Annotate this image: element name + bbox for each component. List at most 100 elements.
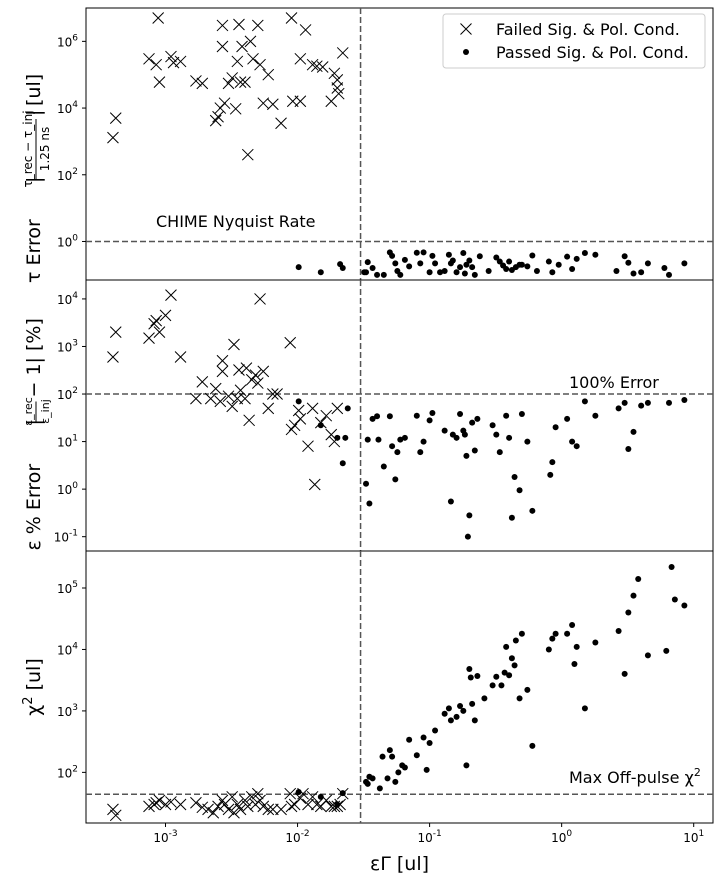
passed-point [401, 764, 408, 771]
passed-point [295, 264, 302, 271]
passed-point [406, 736, 413, 743]
passed-point [592, 639, 599, 646]
passed-point [364, 259, 371, 266]
passed-point [406, 263, 413, 270]
passed-point [665, 271, 672, 278]
failed-point [320, 409, 333, 422]
svg-text:ε % Error: ε % Error [23, 464, 45, 551]
passed-point [615, 627, 622, 634]
passed-point [508, 655, 515, 662]
failed-point [332, 87, 345, 100]
passed-point [420, 438, 427, 445]
passed-point [364, 436, 371, 443]
passed-point [389, 252, 396, 259]
passed-point [413, 412, 420, 419]
passed-point [466, 257, 473, 264]
passed-point [417, 260, 424, 267]
failed-point [222, 77, 235, 90]
passed-point [397, 436, 404, 443]
svg-text:[ul]: [ul] [23, 74, 45, 106]
failed-point [241, 148, 254, 161]
y-tick-label: 103 [57, 338, 78, 354]
failed-point [310, 798, 323, 811]
passed-point [363, 480, 370, 487]
passed-point [681, 396, 688, 403]
failed-point [266, 388, 279, 400]
passed-point [498, 682, 505, 689]
y-tick-label: 101 [57, 434, 78, 450]
x-tick-label: 100 [551, 829, 572, 845]
passed-point [564, 415, 571, 422]
passed-point [426, 740, 433, 747]
failed-point [159, 309, 172, 322]
failed-point [308, 478, 321, 491]
failed-point [234, 76, 247, 88]
passed-point [476, 253, 483, 260]
failed-point [243, 414, 256, 427]
passed-point [671, 596, 678, 603]
passed-point [503, 643, 510, 650]
panel-2: 10-1 100 101 102 103 104 100% Error ε % Error |ε… [22, 279, 714, 552]
passed-point [661, 265, 668, 272]
failed-point [254, 58, 266, 71]
passed-point [533, 268, 540, 275]
failed-point [254, 794, 266, 807]
passed-point [621, 253, 628, 260]
failed-point [109, 809, 122, 822]
failed-point [107, 803, 119, 816]
failed-point [236, 40, 248, 53]
failed-point [150, 314, 163, 327]
passed-point [621, 670, 628, 677]
failed-point [271, 388, 283, 400]
failed-point [214, 395, 227, 408]
passed-point [493, 673, 500, 680]
passed-point [317, 793, 324, 800]
failed-point [257, 365, 270, 378]
passed-point [392, 778, 399, 785]
passed-point [389, 753, 396, 760]
passed-point [474, 672, 481, 679]
passed-point [592, 412, 599, 419]
passed-point [379, 753, 386, 760]
passed-point [369, 265, 376, 272]
passed-point [376, 785, 383, 792]
failed-point [262, 803, 275, 816]
y-tick-label: 104 [57, 100, 78, 116]
passed-point [573, 255, 580, 262]
passed-point [681, 602, 688, 609]
failed-point [226, 400, 239, 413]
passed-point [342, 434, 349, 441]
x-tick-label: 10-1 [417, 829, 441, 845]
failed-point [190, 392, 202, 405]
passed-point [445, 251, 452, 258]
passed-point [638, 269, 645, 276]
passed-point [549, 635, 556, 642]
passed-point [426, 417, 433, 424]
passed-point [463, 261, 470, 268]
passed-point [386, 413, 393, 420]
failed-point [222, 803, 235, 816]
failed-point [196, 376, 209, 388]
passed-point [432, 260, 439, 267]
threshold-label: Max Off-pulse χ2 [569, 766, 701, 787]
failed-point [143, 52, 155, 65]
passed-point [506, 672, 513, 679]
svg-text:τ Error: τ Error [23, 219, 45, 283]
passed-point [413, 249, 420, 256]
failed-point [107, 131, 119, 144]
failed-point [257, 97, 270, 110]
passed-point [469, 419, 476, 426]
passed-point [506, 258, 513, 265]
y-axis-label: τ Error |τ_rec − τ_inj 1.25 ns | [ul] [21, 74, 52, 283]
failed-point [234, 384, 247, 397]
y-tick-label: 10-1 [54, 529, 78, 545]
failed-point [209, 114, 222, 127]
passed-point [344, 405, 351, 412]
passed-point [429, 252, 436, 259]
passed-point [339, 790, 346, 797]
legend-box [442, 13, 706, 69]
failed-point [150, 796, 163, 809]
passed-point [461, 431, 468, 438]
passed-point [592, 251, 599, 258]
passed-point [573, 443, 580, 450]
